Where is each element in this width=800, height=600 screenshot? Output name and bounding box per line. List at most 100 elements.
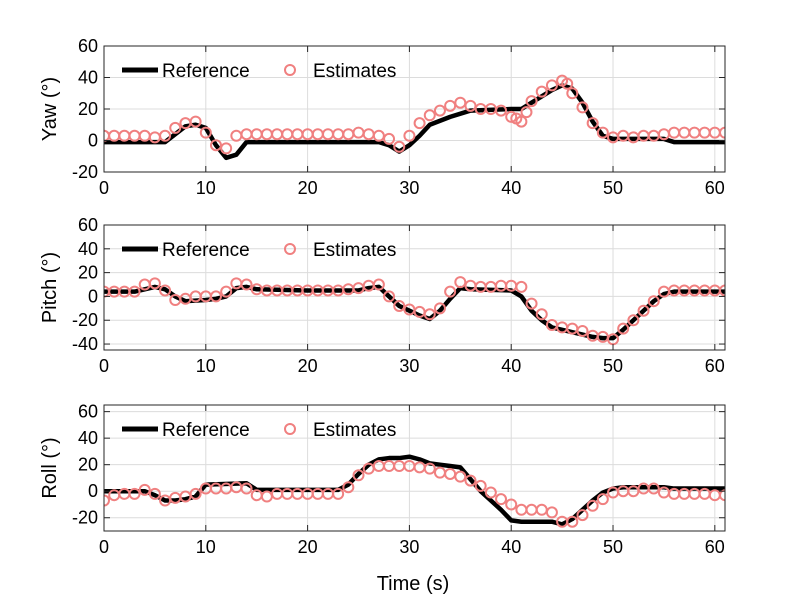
roll-x-tick-label: 0 — [99, 537, 109, 557]
yaw-y-tick-label: 20 — [78, 99, 98, 119]
roll-estimate-point — [342, 481, 355, 494]
roll-estimate-point — [474, 479, 487, 492]
pitch-y-axis-title: Pitch (°) — [39, 252, 61, 323]
pitch-estimate-point — [220, 285, 233, 298]
yaw-x-tick-label: 0 — [99, 178, 109, 198]
pitch-x-tick-label: 50 — [603, 356, 623, 376]
yaw-estimate-point — [423, 109, 436, 122]
roll-estimate-point — [576, 509, 589, 522]
pitch-estimate-point — [535, 308, 548, 321]
pitch-panel: 0 10 20 30 40 50 60 -40 -20 0 20 40 60 Pitch (°) Refer… — [39, 215, 726, 376]
yaw-x-tick-label: 50 — [603, 178, 623, 198]
roll-y-axis-title: Roll (°) — [39, 437, 61, 498]
pitch-x-tick-label: 0 — [99, 356, 109, 376]
roll-estimate-point — [464, 474, 477, 487]
yaw-estimate-point — [454, 96, 467, 109]
roll-estimate-point — [332, 487, 345, 500]
yaw-estimate-point — [520, 106, 533, 119]
roll-estimate-point — [505, 498, 518, 511]
roll-estimate-point — [189, 487, 202, 500]
roll-x-tick-label: 10 — [196, 537, 216, 557]
yaw-estimate-point — [566, 87, 579, 100]
yaw-estimate-point — [169, 121, 182, 134]
yaw-estimate-point — [561, 77, 574, 90]
pitch-x-tick-label: 10 — [196, 356, 216, 376]
yaw-estimate-point — [220, 142, 233, 155]
pitch-x-tick-label: 20 — [298, 356, 318, 376]
pitch-y-tick-label: 60 — [78, 215, 98, 235]
yaw-estimate-point — [413, 117, 426, 130]
pitch-estimate-point — [148, 277, 161, 290]
pitch-estimate-point — [383, 290, 396, 303]
pitch-y-tick-label: 20 — [78, 263, 98, 283]
pitch-axes-box — [103, 224, 726, 351]
roll-estimate-point — [495, 493, 508, 506]
roll-estimate-point — [596, 493, 609, 506]
pitch-estimate-point — [240, 278, 253, 291]
yaw-estimate-point — [545, 79, 558, 92]
yaw-y-tick-label: 40 — [78, 68, 98, 88]
roll-y-tick-label: 60 — [78, 402, 98, 422]
yaw-x-tick-label: 10 — [196, 178, 216, 198]
roll-estimate-point — [484, 486, 497, 499]
yaw-x-tick-label: 20 — [298, 178, 318, 198]
pitch-legend-estimates-label: Estimates — [313, 240, 396, 261]
pitch-estimate-point — [209, 290, 222, 303]
pitch-y-tick-label: 0 — [88, 286, 98, 306]
yaw-estimate-point — [464, 99, 477, 112]
roll-estimate-point — [647, 482, 660, 495]
yaw-x-tick-label: 60 — [705, 178, 725, 198]
roll-estimate-point — [352, 469, 365, 482]
roll-y-tick-label: 0 — [88, 481, 98, 501]
yaw-estimate-point — [596, 126, 609, 139]
roll-estimate-point — [128, 487, 141, 500]
pitch-estimate-point — [719, 284, 725, 297]
yaw-estimate-point — [209, 139, 222, 152]
pitch-estimate-point — [525, 297, 538, 310]
roll-x-tick-label: 60 — [705, 537, 725, 557]
roll-legend-estimates-label: Estimates — [313, 420, 396, 441]
roll-y-tick-label: -20 — [72, 508, 98, 528]
pitch-estimate-point — [647, 295, 660, 308]
yaw-estimate-point — [719, 126, 725, 139]
yaw-estimate-point — [383, 132, 396, 145]
roll-x-tick-label: 30 — [399, 537, 419, 557]
roll-estimate-point — [586, 499, 599, 512]
pitch-y-tick-label: 40 — [78, 239, 98, 259]
yaw-y-axis-title: Yaw (°) — [39, 77, 61, 141]
roll-estimate-point — [148, 487, 161, 500]
pitch-estimate-point — [617, 322, 630, 335]
pitch-estimate-point — [372, 278, 385, 291]
roll-legend-reference-label: Reference — [162, 420, 250, 441]
pitch-data — [104, 276, 725, 346]
yaw-y-tick-label: 60 — [78, 36, 98, 56]
yaw-x-tick-label: 30 — [399, 178, 419, 198]
pitch-x-tick-label: 30 — [399, 356, 419, 376]
yaw-legend-reference-label: Reference — [162, 61, 250, 82]
pitch-y-tick-label: -20 — [72, 310, 98, 330]
roll-x-tick-label: 50 — [603, 537, 623, 557]
pitch-estimate-point — [627, 314, 640, 327]
pitch-estimate-point — [454, 276, 467, 289]
roll-x-tick-label: 40 — [501, 537, 521, 557]
roll-axes-box — [103, 404, 726, 532]
roll-estimate-point — [454, 470, 467, 483]
yaw-estimate-point — [576, 101, 589, 114]
yaw-legend-estimates-swatch — [284, 64, 296, 76]
yaw-legend-estimates-label: Estimates — [313, 61, 396, 82]
pitch-estimate-point — [444, 285, 457, 298]
yaw-y-tick-label: 0 — [88, 131, 98, 151]
pitch-legend-reference-label: Reference — [162, 240, 250, 261]
pitch-estimate-point — [128, 285, 141, 298]
pitch-x-tick-label: 40 — [501, 356, 521, 376]
yaw-data — [104, 74, 725, 161]
roll-estimate-point — [423, 462, 436, 475]
roll-y-tick-label: 20 — [78, 455, 98, 475]
roll-data — [104, 454, 725, 528]
yaw-estimate-point — [372, 129, 385, 142]
yaw-estimate-point — [433, 104, 446, 117]
pitch-estimate-point — [637, 304, 650, 317]
roll-y-tick-label: 40 — [78, 428, 98, 448]
